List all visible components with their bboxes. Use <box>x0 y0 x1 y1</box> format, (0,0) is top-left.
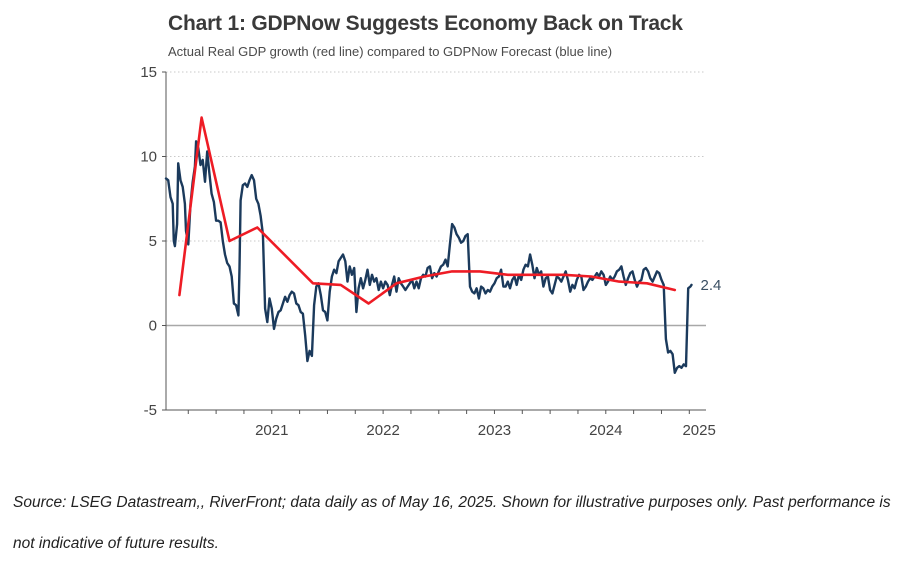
series <box>164 116 693 374</box>
y-tick-label: 15 <box>140 64 157 81</box>
series-line-blue <box>164 140 693 374</box>
chart-subtitle: Actual Real GDP growth (red line) compar… <box>168 44 613 59</box>
x-tick-label: 2022 <box>366 422 399 439</box>
x-tick-label: 2024 <box>589 422 622 439</box>
x-tick-label: 2025 <box>682 422 715 439</box>
chart-title: Chart 1: GDPNow Suggests Economy Back on… <box>168 12 683 35</box>
series-line-red <box>178 116 677 305</box>
x-tick-label: 2021 <box>255 422 288 439</box>
x-tick-label: 2023 <box>478 422 511 439</box>
source-note: Source: LSEG Datastream,, RiverFront; da… <box>13 494 891 552</box>
gridlines <box>166 71 706 327</box>
tick-labels: -5 0 5 10 15 2021 2022 2023 2024 2025 2.4 <box>140 64 721 439</box>
end-value-label: 2.4 <box>701 277 722 294</box>
y-tick-label: 10 <box>140 149 157 166</box>
axes <box>162 71 706 414</box>
line-chart: -5 0 5 10 15 2021 2022 2023 2024 2025 2.4 <box>140 64 721 439</box>
y-tick-label: -5 <box>144 402 157 419</box>
y-tick-label: 5 <box>149 233 157 250</box>
y-tick-label: 0 <box>149 318 157 335</box>
